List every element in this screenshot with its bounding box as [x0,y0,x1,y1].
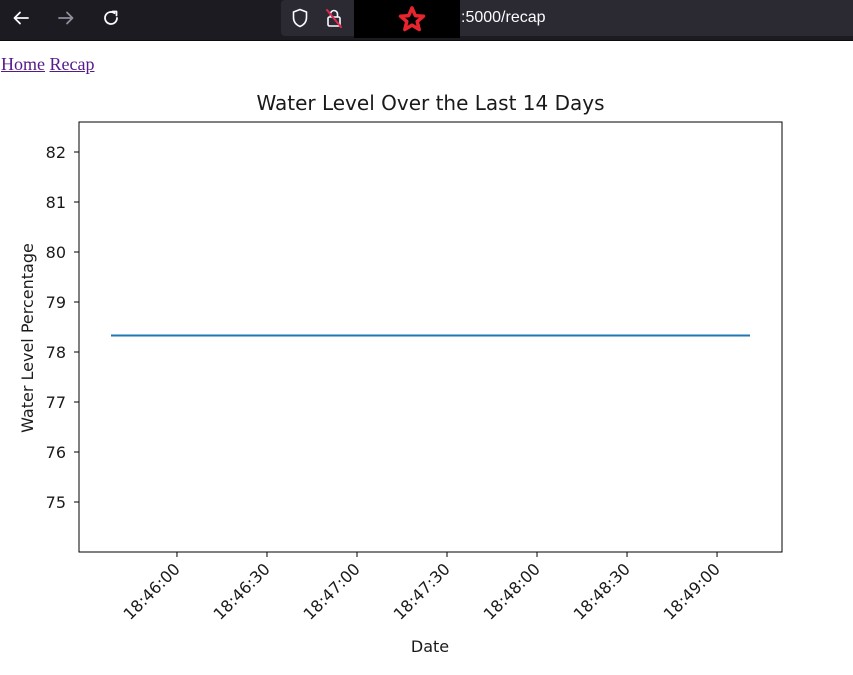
y-tick-label: 80 [46,243,66,262]
redacted-hostname [354,0,460,38]
back-button[interactable] [5,4,37,32]
y-tick-label: 76 [46,443,66,462]
x-tick-label: 18:47:30 [390,559,454,623]
browser-toolbar: :5000/recap [0,0,853,41]
url-text[interactable]: :5000/recap [461,9,546,26]
arrow-right-icon [58,11,74,25]
y-tick-label: 79 [46,293,66,312]
page-nav: Home Recap [1,54,94,75]
y-tick-label: 82 [46,143,66,162]
home-link[interactable]: Home [1,54,45,74]
chart-title: Water Level Over the Last 14 Days [256,91,604,115]
x-tick-label: 18:46:30 [210,559,274,623]
arrow-left-icon [13,11,29,25]
x-axis-label: Date [411,637,449,656]
y-tick-label: 77 [46,393,66,412]
recap-link[interactable]: Recap [49,54,95,74]
forward-button[interactable] [50,4,82,32]
x-axis: 18:46:00 18:46:30 18:47:00 18:47:30 18:48:00… [120,552,724,624]
y-tick-label: 81 [46,193,66,212]
reload-icon [104,10,118,25]
insecure-lock-icon[interactable] [324,8,344,28]
y-axis-label: Water Level Percentage [18,243,37,433]
y-tick-label: 78 [46,343,66,362]
plot-area [78,121,783,553]
y-tick-label: 75 [46,493,66,512]
reload-button[interactable] [95,4,127,32]
x-tick-label: 18:48:30 [570,559,634,623]
x-tick-label: 18:49:00 [660,559,724,623]
water-level-chart: Water Level Over the Last 14 Days 75 76 77… [18,91,783,656]
x-tick-label: 18:48:00 [480,559,544,623]
y-axis: 75 76 77 78 79 80 81 82 [46,143,79,512]
shield-icon[interactable] [290,8,310,28]
star-icon [398,6,426,32]
x-tick-label: 18:47:00 [300,559,364,623]
x-tick-label: 18:46:00 [120,559,184,623]
